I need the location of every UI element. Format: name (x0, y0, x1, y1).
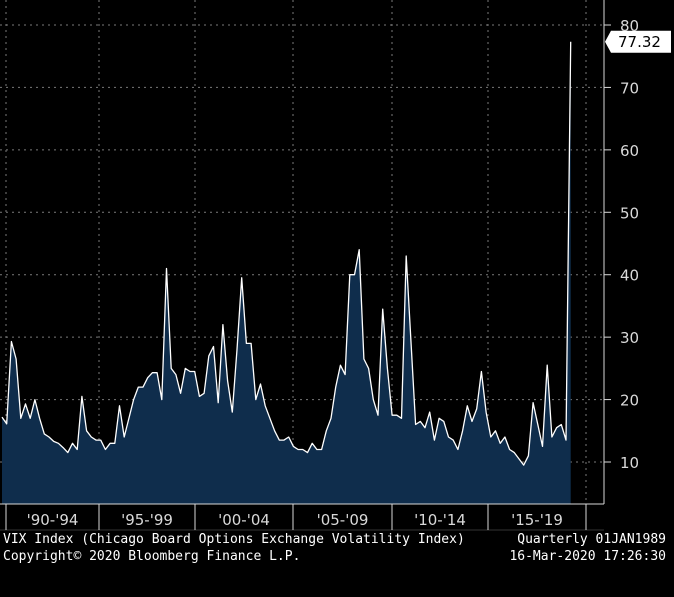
y-tick-label: 40 (620, 267, 639, 285)
last-value-text: 77.32 (618, 33, 661, 51)
x-tick-label: '05-'09 (317, 511, 369, 529)
y-tick-label: 10 (620, 454, 639, 472)
axes (0, 0, 611, 531)
footer-copyright: Copyright© 2020 Bloomberg Finance L.P. (3, 549, 301, 564)
series-area (1, 41, 572, 504)
y-tick-label: 80 (620, 17, 639, 35)
footer-line-2: Copyright© 2020 Bloomberg Finance L.P. 1… (0, 549, 674, 565)
x-tick-label: '10-'14 (414, 511, 466, 529)
y-tick-label: 30 (620, 329, 639, 347)
footer-timestamp: 16-Mar-2020 17:26:30 (509, 549, 666, 564)
x-tick-label: '15-'19 (511, 511, 563, 529)
y-tick-labels: 10 20 30 40 50 60 70 80 (620, 17, 639, 472)
y-tick-label: 20 (620, 392, 639, 410)
series-area-fill (2, 41, 571, 504)
y-tick-label: 60 (620, 142, 639, 160)
x-tick-label: '90-'94 (27, 511, 79, 529)
footer-security-name: VIX Index (Chicago Board Options Exchang… (3, 532, 465, 547)
footer-line-1: VIX Index (Chicago Board Options Exchang… (0, 532, 674, 548)
x-tick-label: '95-'99 (121, 511, 173, 529)
y-tick-label: 50 (620, 204, 639, 222)
last-value-box (605, 30, 671, 53)
x-tick-labels: '90-'94 '95-'99 '00-'04 '05-'09 '10-'14 '15-'… (27, 511, 563, 529)
vix-chart: 10 20 30 40 50 60 70 80 '90-'94 '95-'99 '00-'04 '0… (0, 0, 671, 531)
y-tick-label: 70 (620, 79, 639, 97)
last-value-label: 77.32 (605, 30, 671, 53)
gridlines (0, 0, 604, 504)
x-tick-label: '00-'04 (218, 511, 270, 529)
footer-frequency: Quarterly 01JAN1989 (517, 532, 666, 547)
series-line (1, 41, 572, 466)
